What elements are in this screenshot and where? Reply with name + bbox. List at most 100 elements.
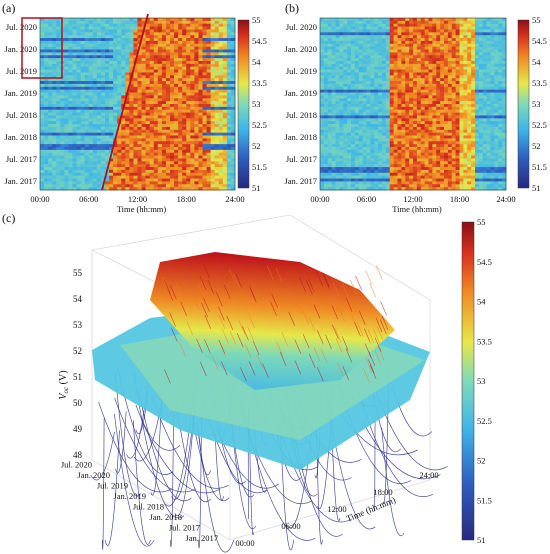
heatmap-cell <box>420 63 426 68</box>
heatmap-cell <box>370 38 375 42</box>
heatmap-cell <box>161 178 167 182</box>
heatmap-cell <box>178 66 183 70</box>
heatmap-cell <box>48 63 53 68</box>
heatmap-cell <box>210 112 216 116</box>
heatmap-cell <box>149 95 155 99</box>
heatmap-cell <box>84 78 90 82</box>
heatmap-cell <box>339 66 344 70</box>
heatmap-cell <box>331 58 336 62</box>
heatmap-cell <box>40 121 45 125</box>
heatmap-cell <box>64 115 69 119</box>
heatmap-cell <box>190 126 195 131</box>
heatmap-cell <box>226 147 232 151</box>
heatmap-cell <box>56 95 61 99</box>
heatmap-cell <box>105 135 110 139</box>
heatmap-cell <box>56 32 61 36</box>
heatmap-cell <box>105 187 110 191</box>
heatmap-cell <box>366 83 371 88</box>
heatmap-cell <box>100 46 106 50</box>
heatmap-cell <box>48 178 53 182</box>
heatmap-cell <box>366 69 371 73</box>
heatmap-cell <box>366 43 371 48</box>
heatmap-cell <box>76 20 82 25</box>
heatmap-cell <box>401 83 406 88</box>
heatmap-cell <box>347 81 352 85</box>
heatmap-cell <box>432 78 437 82</box>
heatmap-cell <box>428 126 433 131</box>
heatmap-cell <box>153 92 159 96</box>
heatmap-cell <box>389 29 395 33</box>
heatmap-cell <box>494 95 499 99</box>
heatmap-cell <box>68 49 73 53</box>
heatmap-cell <box>447 69 453 73</box>
heatmap-cell <box>174 118 179 122</box>
heatmap-cell <box>378 135 383 139</box>
heatmap-cell <box>416 58 422 62</box>
heatmap-cell <box>347 141 352 145</box>
heatmap-cell <box>428 112 433 116</box>
heatmap-cell <box>109 132 114 136</box>
heatmap-cell <box>397 98 402 102</box>
heatmap-cell <box>343 126 348 131</box>
heatmap-cell <box>339 72 344 76</box>
heatmap-cell <box>145 124 151 128</box>
heatmap-cell <box>170 144 175 148</box>
heatmap-cell <box>117 92 122 96</box>
heatmap-cell <box>444 98 449 102</box>
heatmap-cell <box>145 106 151 111</box>
heatmap-cell <box>358 40 364 45</box>
heatmap-cell <box>161 98 167 102</box>
heatmap-cell <box>222 132 228 136</box>
heatmap-cell <box>327 138 333 142</box>
heatmap-cell <box>320 92 325 96</box>
heatmap-cell <box>117 61 122 65</box>
heatmap-cell <box>64 66 69 70</box>
heatmap-cell <box>463 75 468 79</box>
heatmap-cell <box>486 18 491 22</box>
heatmap-cell <box>129 172 134 177</box>
heatmap-cell <box>129 161 134 165</box>
heatmap-cell <box>447 104 453 108</box>
heatmap-cell <box>214 161 220 165</box>
heatmap-cell <box>467 81 472 85</box>
heatmap-cell <box>117 95 122 99</box>
heatmap-cell <box>64 121 69 125</box>
heatmap-cell <box>133 118 138 122</box>
heatmap-cell <box>206 169 212 174</box>
heatmap-cell <box>455 46 460 50</box>
heatmap-cell <box>498 106 503 111</box>
heatmap-cell <box>502 29 507 33</box>
heatmap-cell <box>214 152 220 156</box>
heatmap-cell <box>451 72 457 76</box>
heatmap-cell <box>137 55 142 59</box>
heatmap-cell <box>129 55 134 59</box>
heatmap-cell <box>194 155 199 159</box>
heatmap-cell <box>109 104 114 108</box>
heatmap-cell <box>137 83 142 88</box>
heatmap-cell <box>413 124 418 128</box>
heatmap-cell <box>202 106 207 111</box>
heatmap-cell <box>482 32 488 36</box>
heatmap-cell <box>202 164 207 168</box>
heatmap-cell <box>198 32 203 36</box>
heatmap-cell <box>378 109 383 113</box>
heatmap-cell <box>72 106 77 111</box>
heatmap-cell <box>389 112 395 116</box>
heatmap-cell <box>222 55 228 59</box>
heatmap-cell <box>174 92 179 96</box>
heatmap-cell <box>405 61 410 65</box>
heatmap-cell <box>178 104 183 108</box>
heatmap-cell <box>230 175 236 179</box>
heatmap-cell <box>323 98 329 102</box>
heatmap-cell <box>335 58 340 62</box>
heatmap-cell <box>100 38 106 42</box>
heatmap-cell <box>214 144 220 148</box>
heatmap-cell <box>117 141 122 145</box>
heatmap-cell <box>218 126 224 131</box>
heatmap-cell <box>416 98 422 102</box>
heatmap-cell <box>374 32 379 36</box>
heatmap-cell <box>202 132 207 136</box>
heatmap-cell <box>210 89 216 93</box>
heatmap-cell <box>80 169 86 174</box>
heatmap-cell <box>182 58 187 62</box>
